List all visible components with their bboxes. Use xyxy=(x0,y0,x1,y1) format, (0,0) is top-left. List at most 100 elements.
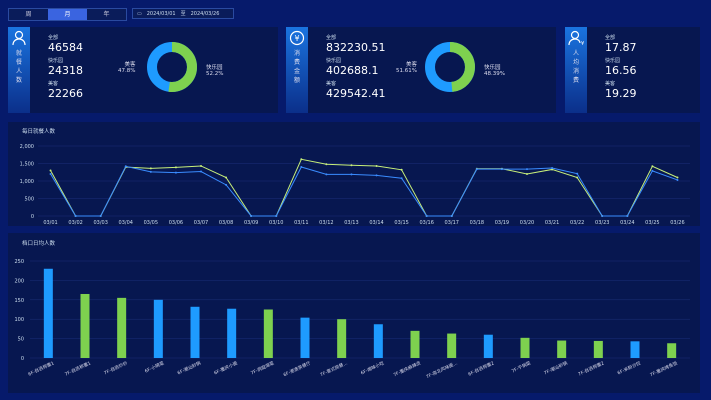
b-value: 19.29 xyxy=(605,87,637,100)
stat-panel: ¥ 消费金额 全部 832230.51 快乐园 402688.1 美客 429542.… xyxy=(286,27,556,113)
stat-side-label: ¥ 人均消费 xyxy=(565,27,587,113)
x-tick-label: 03/08 xyxy=(219,220,233,226)
x-tick-label: 03/07 xyxy=(194,220,208,226)
b-label: 美客 xyxy=(48,81,59,87)
y-tick-label: 1,000 xyxy=(20,179,34,185)
donut-label-b: 美客 47.8% xyxy=(118,62,136,74)
data-point xyxy=(174,171,177,174)
x-tick-label: 03/12 xyxy=(319,220,333,226)
x-tick-label: 03/10 xyxy=(269,220,283,226)
donut-label-a: 快乐园 52.2% xyxy=(206,65,224,77)
data-point xyxy=(576,172,579,175)
x-tick-label: 6F-小碗菜 xyxy=(144,359,166,374)
end-date[interactable]: 2024/03/26 xyxy=(190,11,220,17)
stat-title: 消费金额 xyxy=(293,50,300,84)
bar xyxy=(153,299,163,358)
x-tick-label: 7F-自选称重1 xyxy=(64,359,92,377)
bar xyxy=(43,268,53,358)
x-tick-label: 03/16 xyxy=(419,220,433,226)
x-tick-label: 03/01 xyxy=(43,220,57,226)
user-icon xyxy=(12,30,26,46)
start-date[interactable]: 2024/03/01 xyxy=(146,11,176,17)
donut-chart xyxy=(425,42,475,92)
data-point xyxy=(576,176,579,179)
x-tick-label: 7F-南北风味面... xyxy=(425,359,459,380)
tab-week[interactable]: 周 xyxy=(9,9,48,20)
tab-year[interactable]: 年 xyxy=(87,9,126,20)
y-tick-label: 150 xyxy=(14,298,24,304)
x-tick-label: 03/18 xyxy=(470,220,484,226)
a-label: 快乐园 xyxy=(326,58,342,64)
all-value: 46584 xyxy=(48,41,83,54)
y-tick-label: 250 xyxy=(14,259,24,265)
x-tick-label: 7F-重庆麻辣烫 xyxy=(392,359,422,378)
y-tick-label: 1,500 xyxy=(20,162,34,168)
line-chart-title: 每日就餐人数 xyxy=(22,129,56,135)
x-tick-label: 03/21 xyxy=(545,220,559,226)
x-tick-label: 03/20 xyxy=(520,220,534,226)
x-tick-label: 03/04 xyxy=(119,220,133,226)
x-tick-label: 7F-洞庭湖菜 xyxy=(249,359,275,376)
data-point xyxy=(601,215,604,217)
bar xyxy=(593,340,603,358)
bar xyxy=(630,341,640,358)
data-point xyxy=(200,170,202,173)
bar xyxy=(447,333,457,358)
stat-title: 就餐人数 xyxy=(15,50,22,84)
bar xyxy=(227,308,237,358)
all-label: 全部 xyxy=(605,35,616,41)
data-point xyxy=(225,176,228,179)
donut-slice-a xyxy=(147,42,197,92)
a-value: 402688.1 xyxy=(326,64,379,77)
a-label: 快乐园 xyxy=(605,58,621,64)
x-tick-label: 03/15 xyxy=(394,220,408,226)
stat-title: 人均消费 xyxy=(572,50,579,84)
svg-text:¥: ¥ xyxy=(294,34,299,43)
bar xyxy=(483,334,493,358)
user-yen-icon: ¥ xyxy=(568,30,584,46)
x-tick-label: 6F-重庆小面 xyxy=(213,359,239,376)
y-tick-label: 0 xyxy=(21,356,24,362)
y-tick-label: 2,000 xyxy=(20,144,34,150)
bar xyxy=(557,340,567,358)
bar xyxy=(80,293,90,358)
data-point xyxy=(551,168,554,171)
x-tick-label: 03/22 xyxy=(570,220,584,226)
data-point xyxy=(526,173,528,175)
b-value: 22266 xyxy=(48,87,83,100)
bar xyxy=(410,330,420,358)
series-line xyxy=(50,158,678,217)
tab-month[interactable]: 月 xyxy=(48,9,87,20)
stat-side-label: 就餐人数 xyxy=(8,27,30,113)
x-tick-label: 7F-重庆烤鱼饭 xyxy=(649,359,679,378)
data-point xyxy=(400,168,403,171)
all-label: 全部 xyxy=(326,35,337,41)
b-label: 美客 xyxy=(326,81,337,87)
b-label: 美客 xyxy=(605,81,616,87)
donut-label-a: 快乐园 48.39% xyxy=(484,65,505,77)
x-tick-label: 03/26 xyxy=(670,220,684,226)
b-value: 429542.41 xyxy=(326,87,386,100)
data-point xyxy=(551,167,554,170)
x-tick-label: 03/17 xyxy=(445,220,459,226)
x-tick-label: 03/14 xyxy=(369,220,383,226)
all-value: 832230.51 xyxy=(326,41,386,54)
data-point xyxy=(300,166,303,168)
data-point xyxy=(325,163,328,166)
bar xyxy=(373,324,383,358)
x-tick-label: 03/09 xyxy=(244,220,258,226)
bar xyxy=(190,306,200,358)
bar xyxy=(667,343,677,358)
x-tick-label: 03/23 xyxy=(595,220,609,226)
y-tick-label: 50 xyxy=(18,337,24,343)
period-tabs: 周 月 年 xyxy=(8,8,127,21)
all-label: 全部 xyxy=(48,35,59,41)
stat-panel: ¥ 人均消费 全部 17.87 快乐园 16.56 美客 19.29 xyxy=(565,27,700,113)
yen-icon: ¥ xyxy=(289,30,305,46)
stall-avg-bar-chart: 0 50 100 150 200 250 6F-自选称重1 7F-自选称重1 7F-自选炒炒 6F… xyxy=(14,259,690,380)
data-point xyxy=(350,173,353,176)
daily-diners-line-chart: 0 500 1,000 1,500 2,000 03/01 03/02 03/03 03/04 0… xyxy=(20,144,690,226)
date-range-picker[interactable]: ▭ 2024/03/01 至 2024/03/26 xyxy=(132,8,234,19)
x-tick-label: 03/06 xyxy=(169,220,183,226)
data-point xyxy=(400,177,403,180)
